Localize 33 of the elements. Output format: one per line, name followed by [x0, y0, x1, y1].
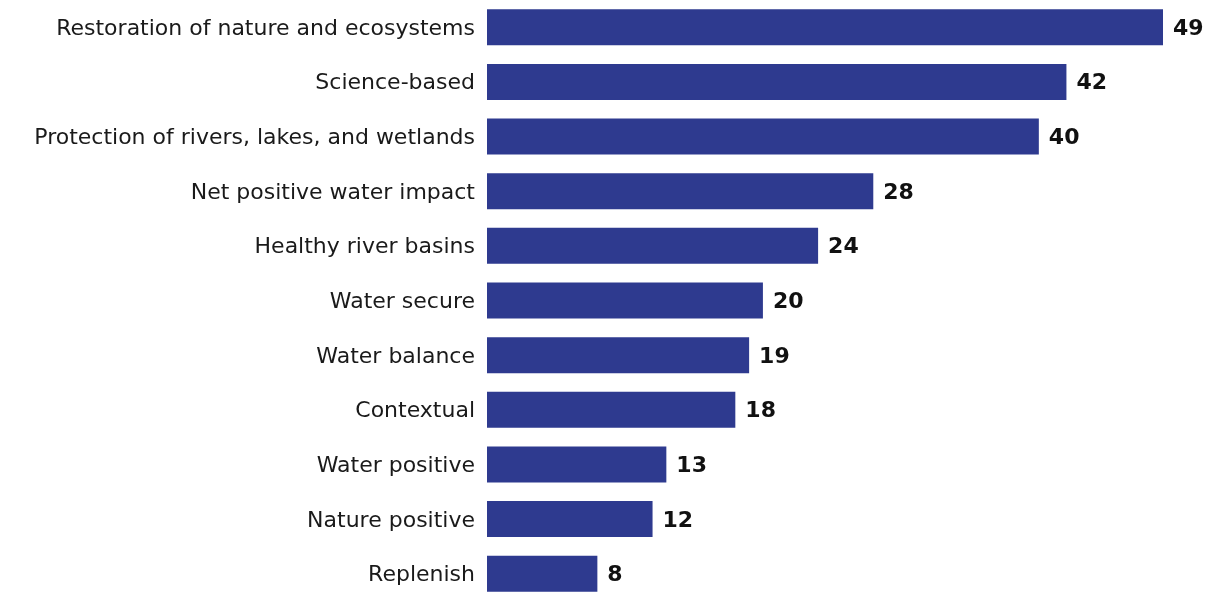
data-label: 12 [662, 506, 694, 532]
bar [487, 9, 1163, 46]
bar [487, 227, 819, 264]
y-tick-label: Protection of rivers, lakes, and wetlands [34, 124, 475, 150]
y-tick-label: Replenish [368, 561, 475, 587]
data-label: 40 [1048, 124, 1080, 150]
bar [487, 337, 750, 374]
data-label: 18 [745, 397, 776, 423]
y-tick-label: Water positive [316, 451, 475, 477]
data-label: 13 [676, 451, 707, 477]
y-tick-label: Water balance [316, 342, 475, 368]
bar [487, 173, 874, 210]
data-label: 49 [1173, 14, 1204, 40]
bar [487, 555, 598, 592]
y-tick-label: Net positive water impact [190, 178, 476, 204]
data-label: 8 [607, 561, 623, 587]
bar [487, 446, 667, 483]
data-label: 20 [772, 288, 804, 313]
y-tick-label: Water secure [329, 288, 475, 313]
bar [487, 63, 1067, 100]
y-tick-label: Contextual [355, 397, 475, 423]
y-tick-label: Nature positive [307, 506, 475, 532]
bar [487, 391, 736, 428]
bar [487, 282, 763, 319]
y-tick-label: Science-based [315, 69, 475, 95]
y-tick-label: Restoration of nature and ecosystems [56, 14, 475, 40]
bar [487, 501, 653, 538]
data-label: 42 [1076, 69, 1108, 95]
data-label: 24 [828, 233, 859, 259]
y-tick-label: Healthy river basins [254, 233, 475, 259]
bar [487, 118, 1039, 155]
data-label: 19 [759, 342, 790, 368]
data-label: 28 [883, 178, 914, 204]
